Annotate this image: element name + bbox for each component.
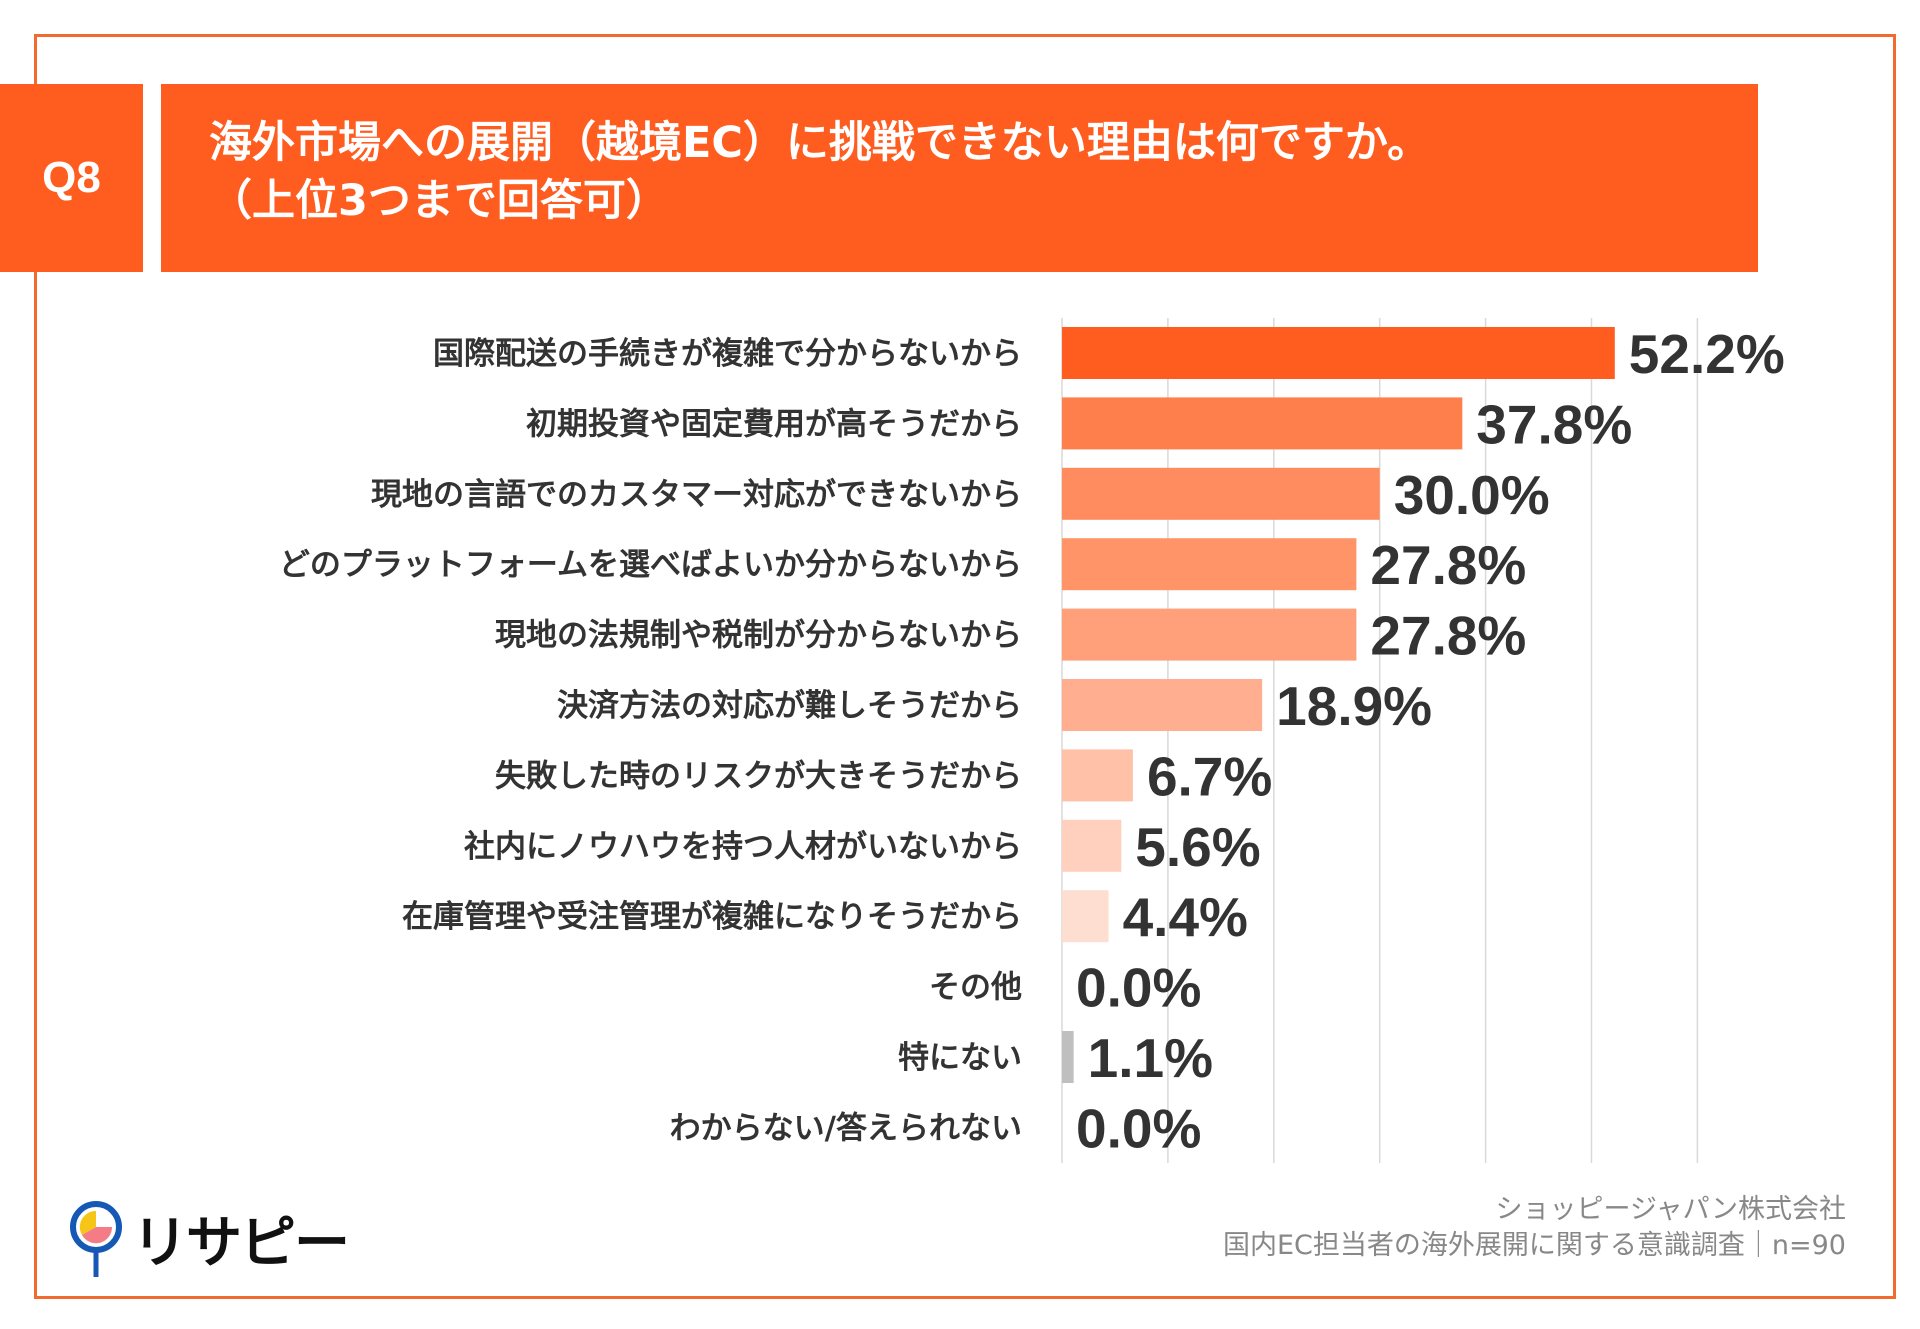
question-subtitle: （上位3つまで回答可） — [209, 176, 669, 226]
bar — [1062, 327, 1615, 379]
logo-text: リサピー — [132, 1211, 350, 1276]
bar — [1062, 890, 1109, 943]
value-label: 52.2% — [1629, 323, 1785, 385]
category-label: 現地の法規制や税制が分からないから — [495, 618, 1022, 654]
value-label: 30.0% — [1394, 464, 1550, 526]
question-title: 海外市場への展開（越境EC）に挑戦できない理由は何ですか。 — [209, 118, 1431, 168]
bar — [1062, 819, 1122, 872]
pin-logo-icon — [70, 1200, 122, 1277]
value-label: 5.6% — [1135, 816, 1260, 878]
footer-company: ショッピージャパン株式会社 — [1495, 1194, 1846, 1225]
category-label: 失敗した時のリスクが大きそうだから — [495, 758, 1022, 794]
bar — [1062, 538, 1357, 591]
category-label: わからない/答えられない — [670, 1110, 1022, 1146]
value-label: 4.4% — [1123, 886, 1248, 948]
value-label: 37.8% — [1476, 393, 1632, 455]
category-label: 初期投資や固定費用が高そうだから — [526, 406, 1022, 442]
value-label: 27.8% — [1370, 534, 1526, 596]
value-label: 6.7% — [1147, 745, 1272, 807]
question-number-badge: Q8 — [0, 84, 143, 272]
category-label: どのプラットフォームを選べばよいか分からないから — [279, 547, 1022, 583]
category-label: 現地の言語でのカスタマー対応ができないから — [371, 477, 1022, 513]
bar — [1062, 467, 1380, 520]
bar — [1062, 608, 1357, 661]
category-label: 決済方法の対応が難しそうだから — [557, 688, 1022, 724]
value-label: 0.0% — [1076, 957, 1201, 1019]
category-label: 在庫管理や受注管理が複雑になりそうだから — [402, 899, 1022, 935]
bar — [1062, 1031, 1074, 1083]
value-label: 1.1% — [1088, 1027, 1213, 1089]
bar — [1062, 749, 1133, 802]
category-label: その他 — [929, 970, 1022, 1006]
chart-frame — [34, 34, 1896, 1299]
question-banner: 海外市場への展開（越境EC）に挑戦できない理由は何ですか。 （上位3つまで回答可… — [161, 84, 1758, 272]
risapy-logo: リサピー — [68, 1198, 350, 1279]
value-label: 18.9% — [1276, 675, 1432, 737]
value-label: 27.8% — [1370, 605, 1526, 667]
category-label: 国際配送の手続きが複雑で分からないから — [433, 336, 1022, 372]
bar — [1062, 397, 1463, 450]
category-label: 特にない — [898, 1040, 1022, 1076]
bar — [1062, 679, 1263, 731]
category-label: 社内にノウハウを持つ人材がいないから — [464, 829, 1022, 865]
footer-source: ショッピージャパン株式会社 国内EC担当者の海外展開に関する意識調査｜n=90 — [1223, 1192, 1846, 1264]
value-label: 0.0% — [1076, 1097, 1201, 1159]
footer-survey: 国内EC担当者の海外展開に関する意識調査｜n=90 — [1222, 1230, 1846, 1261]
